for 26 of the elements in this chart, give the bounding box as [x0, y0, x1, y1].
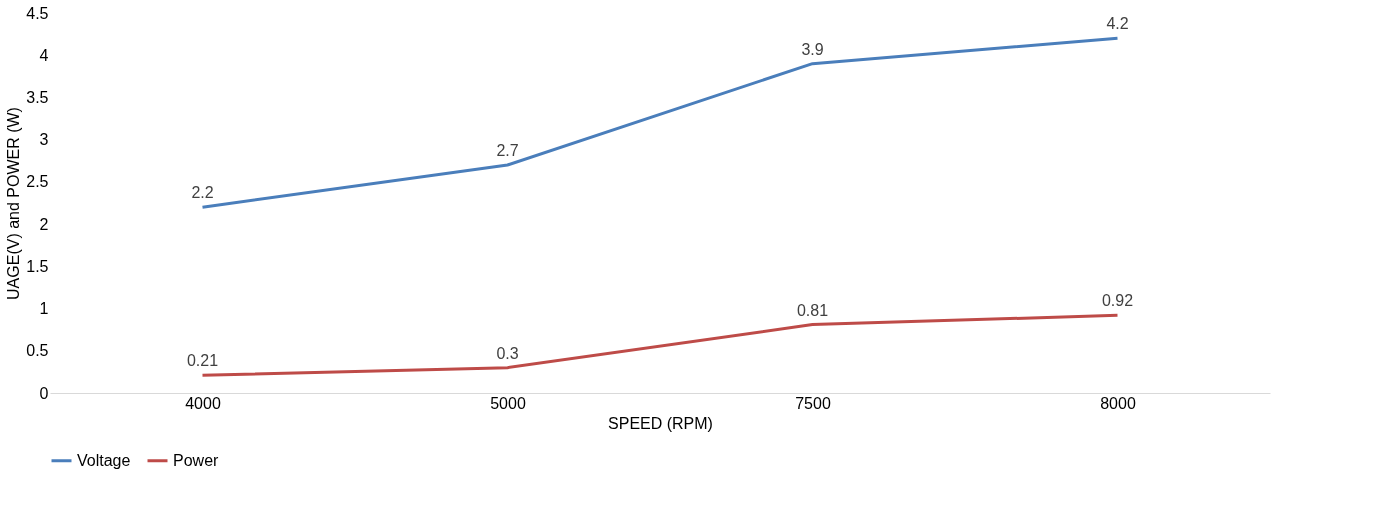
- y-tick-label: 0: [39, 384, 49, 402]
- data-label: 2.2: [191, 184, 214, 202]
- y-tick-label: 1: [39, 300, 49, 318]
- y-tick-label: 4.5: [26, 4, 49, 22]
- data-label: 3.9: [801, 40, 824, 58]
- y-tick-label: 3.5: [26, 88, 49, 106]
- x-tick-label: 5000: [490, 394, 526, 412]
- data-label: 0.81: [796, 301, 829, 319]
- data-label: 0.3: [496, 344, 519, 362]
- legend-label: Voltage: [77, 451, 131, 469]
- data-label: 2.7: [496, 142, 519, 159]
- x-axis-title: SPEED (RPM): [608, 414, 713, 432]
- y-tick-label: 0.5: [26, 342, 49, 360]
- data-label: 0.92: [1101, 292, 1134, 310]
- y-tick-label: 1.5: [26, 257, 49, 275]
- data-label: 4.2: [1106, 15, 1129, 33]
- y-tick-label: 3: [39, 131, 49, 149]
- x-tick-label: 4000: [185, 394, 221, 412]
- data-label: 0.21: [186, 352, 219, 370]
- x-tick-label: 8000: [1100, 394, 1136, 412]
- y-tick-label: 2.5: [26, 173, 49, 191]
- x-tick-label: 7500: [795, 394, 831, 412]
- y-tick-label: 2: [39, 215, 49, 233]
- y-axis-title: UAGE(V) and POWER (W): [5, 107, 23, 300]
- legend-label: Power: [173, 451, 220, 469]
- y-tick-label: 4: [39, 46, 49, 64]
